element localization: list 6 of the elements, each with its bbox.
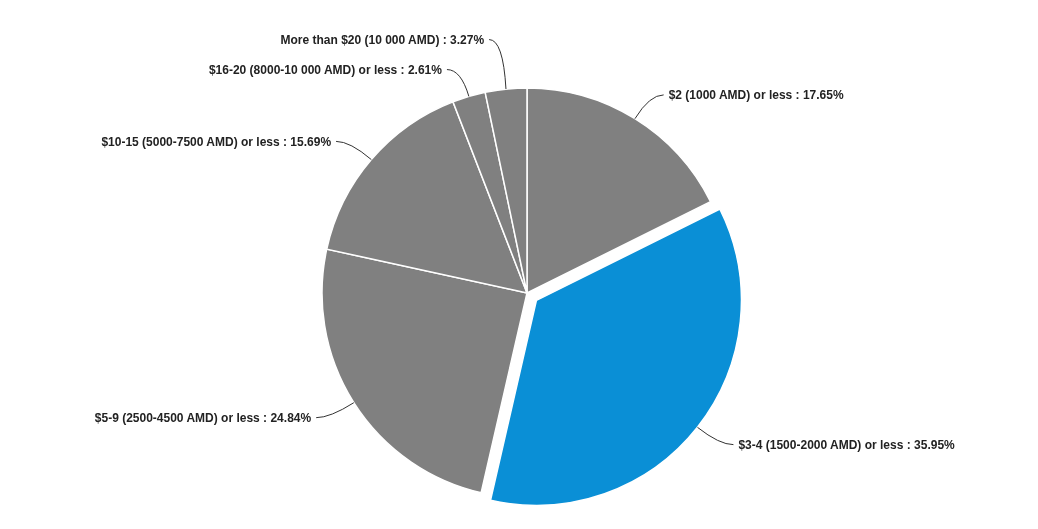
slice-label: $5-9 (2500-4500 AMD) or less : 24.84% [94, 410, 312, 425]
slice-label: $10-15 (5000-7500 AMD) or less : 15.69% [101, 134, 332, 149]
slice-label: More than $20 (10 000 AMD) : 3.27% [280, 32, 485, 47]
slice-label: $16-20 (8000-10 000 AMD) or less : 2.61% [208, 62, 443, 77]
slice-label: $2 (1000 AMD) or less : 17.65% [668, 88, 844, 103]
slice-label: $3-4 (1500-2000 AMD) or less : 35.95% [738, 437, 956, 452]
